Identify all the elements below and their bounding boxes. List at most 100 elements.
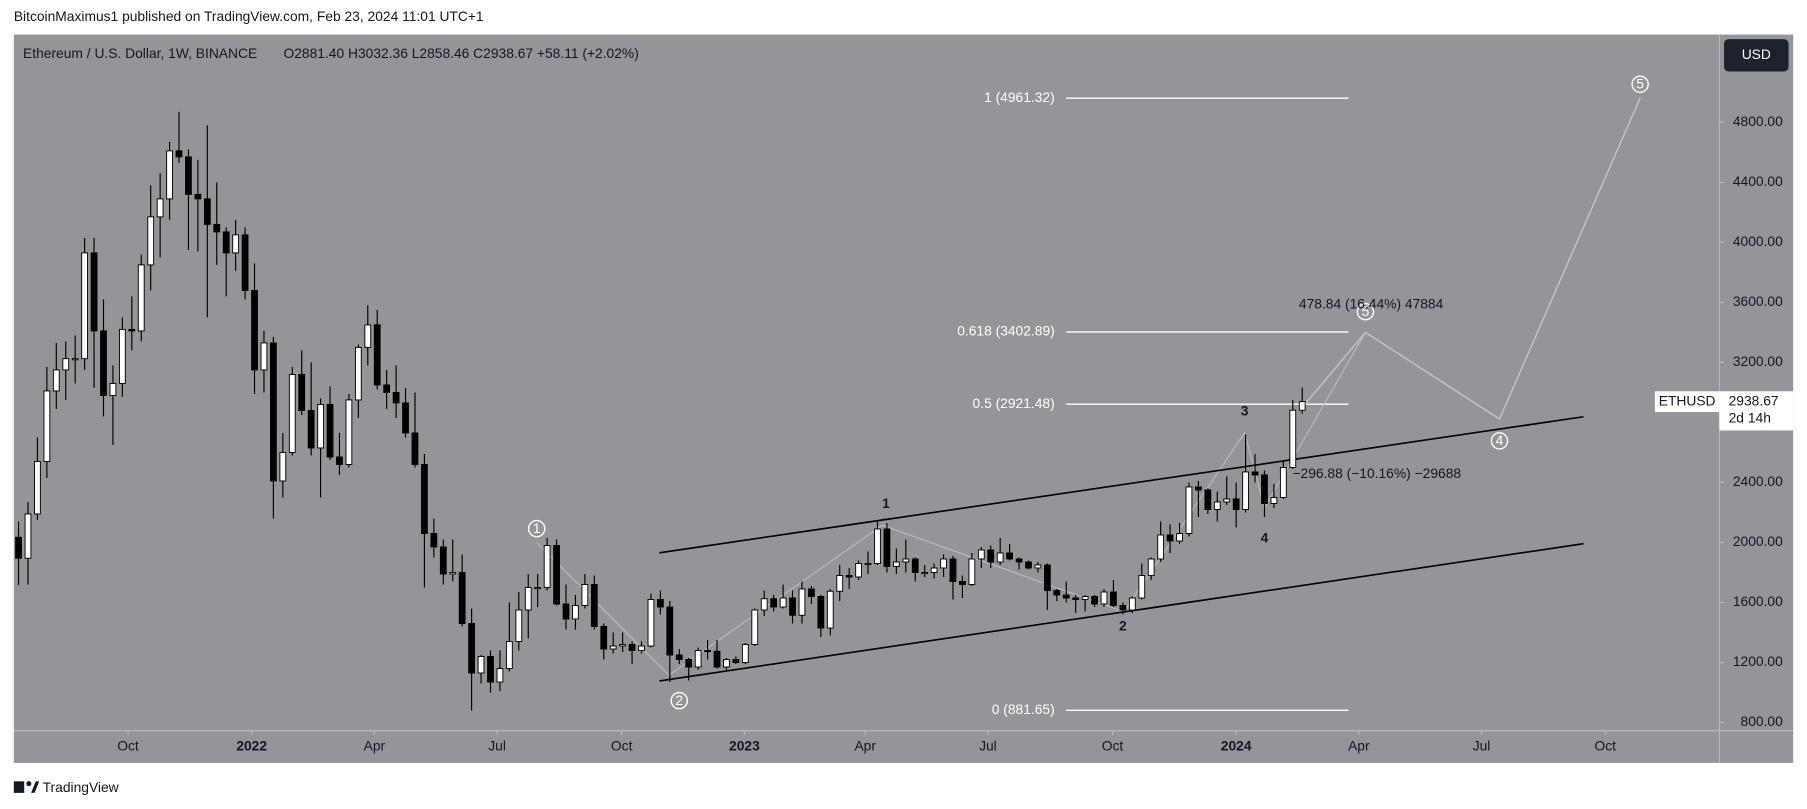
- candle-body: [15, 536, 22, 559]
- candle-body: [883, 528, 891, 567]
- candle-body: [62, 358, 70, 371]
- wave-circle: [527, 519, 546, 538]
- candle-body: [496, 668, 504, 683]
- candle-body: [1270, 497, 1278, 504]
- x-tick-label: 2024: [1221, 737, 1252, 753]
- candle-body: [874, 528, 881, 564]
- candle-body: [383, 384, 391, 393]
- x-tick-label: Apr: [1348, 737, 1370, 753]
- candle-body: [1110, 591, 1117, 606]
- candle-body: [675, 654, 683, 660]
- candle-body: [175, 150, 183, 158]
- candle-body: [543, 545, 551, 588]
- y-tick-label: 4800.00: [1733, 113, 1783, 129]
- measure-label: 478.84 (16.44%) 47884: [1299, 295, 1444, 311]
- candle-body: [156, 198, 164, 218]
- candle-body: [892, 561, 900, 567]
- candle-body: [270, 342, 277, 482]
- candle-body: [704, 650, 711, 653]
- candle-body: [977, 549, 985, 560]
- candle-body: [43, 390, 51, 462]
- candle-body: [732, 659, 740, 663]
- candle-body: [90, 252, 98, 332]
- candle-body: [902, 558, 910, 563]
- candle-body: [826, 590, 834, 629]
- candle-body: [940, 558, 947, 569]
- x-tick-label: Oct: [117, 737, 139, 753]
- candle-body: [1261, 474, 1268, 504]
- candle-body: [137, 264, 145, 332]
- candle-body: [808, 588, 815, 597]
- chart-background: [13, 34, 1794, 763]
- candle-body: [930, 567, 938, 573]
- candle-body: [147, 216, 155, 266]
- currency-button[interactable]: [1724, 39, 1789, 72]
- candle-body: [1251, 471, 1259, 476]
- y-tick-label: 4000.00: [1733, 233, 1783, 249]
- candle-body: [505, 641, 513, 669]
- candle-body: [449, 572, 457, 575]
- candle-body: [1195, 486, 1202, 491]
- candle-body: [1147, 558, 1155, 576]
- candle-body: [855, 563, 862, 578]
- x-tick-label: Jul: [979, 737, 997, 753]
- candle-body: [1072, 597, 1080, 600]
- candle-body: [194, 193, 202, 200]
- candle-body: [1081, 596, 1089, 600]
- y-tick-label: 1200.00: [1733, 653, 1783, 669]
- candle-body: [921, 572, 929, 575]
- y-tick-label: 1600.00: [1733, 593, 1783, 609]
- candle-body: [609, 645, 617, 650]
- candle-body: [1100, 591, 1108, 605]
- candle-body: [166, 150, 173, 200]
- candle-body: [694, 650, 702, 668]
- wave-label: 1: [882, 495, 890, 511]
- candle-body: [118, 328, 126, 384]
- x-tick-label: Apr: [854, 737, 876, 753]
- candle-body: [836, 575, 844, 592]
- fib-label: 0.5 (2921.48): [973, 395, 1055, 411]
- candle-body: [128, 328, 136, 332]
- logo-part: [31, 781, 40, 793]
- candle-body: [345, 399, 353, 465]
- wave-label: 2: [675, 692, 683, 708]
- candle-body: [1034, 564, 1042, 569]
- candle-body: [354, 346, 362, 401]
- wave-label: 2: [1119, 617, 1127, 633]
- y-tick-label: 800.00: [1741, 713, 1784, 729]
- wave-label: 5: [1362, 303, 1370, 319]
- y-tick-label: 3200.00: [1733, 353, 1783, 369]
- candle-body: [1119, 605, 1127, 611]
- candle-body: [24, 513, 32, 559]
- candle-body: [789, 597, 796, 616]
- x-tick-label: Jul: [1473, 737, 1491, 753]
- wave-label: 5: [1636, 75, 1644, 91]
- candle-body: [260, 342, 268, 371]
- candle-body: [656, 599, 664, 608]
- candle-body: [1176, 533, 1183, 542]
- candle-body: [109, 382, 117, 396]
- candle-body: [203, 198, 211, 225]
- candle-body: [213, 223, 221, 233]
- candle-body: [760, 598, 768, 611]
- candle-body: [1213, 501, 1221, 510]
- candle-body: [1166, 534, 1174, 542]
- logo-part: [13, 781, 25, 793]
- candle-body: [987, 549, 995, 563]
- candle-body: [1242, 471, 1249, 510]
- candle-body: [1185, 486, 1193, 534]
- wave-circle: [1356, 302, 1375, 321]
- candle-body: [241, 234, 249, 291]
- last-price-label: 2938.67: [1729, 392, 1779, 408]
- candle-body: [911, 558, 919, 573]
- x-tick-label: Apr: [364, 737, 386, 753]
- y-tick-label: 2400.00: [1733, 473, 1783, 489]
- candle-body: [1015, 558, 1023, 563]
- candle-body: [534, 587, 542, 590]
- candle-body: [1091, 596, 1098, 605]
- candle-body: [779, 597, 787, 608]
- candle-body: [317, 403, 324, 449]
- channel-line: [659, 415, 1584, 554]
- candle-body: [288, 373, 296, 453]
- candle-body: [647, 599, 655, 647]
